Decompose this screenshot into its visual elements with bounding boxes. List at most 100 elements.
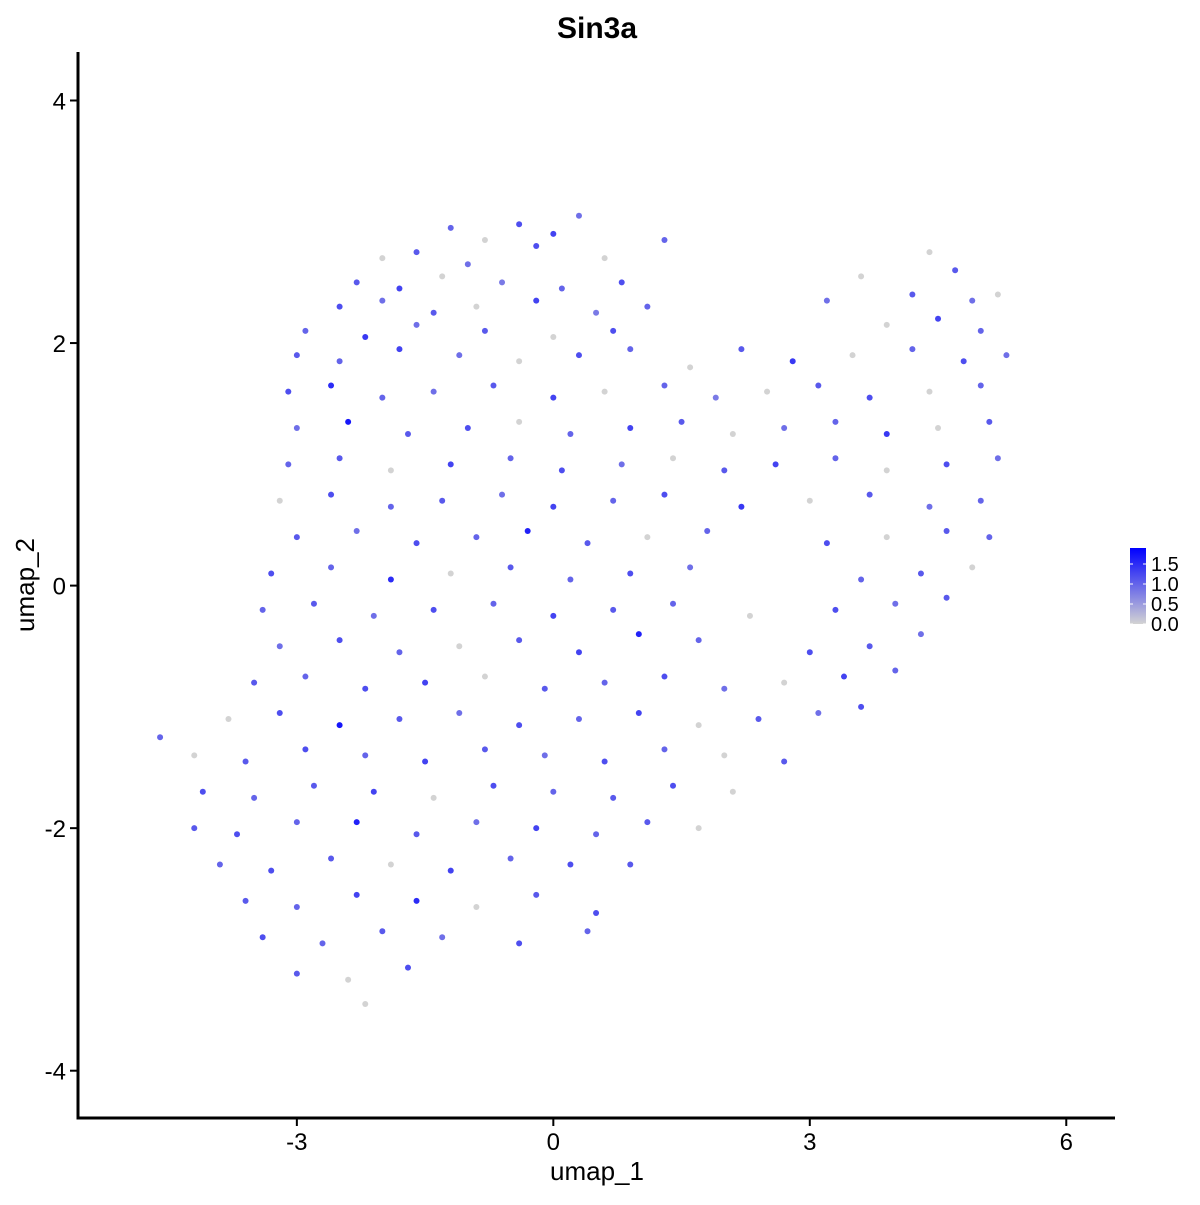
point	[413, 831, 420, 838]
point	[593, 831, 600, 838]
point	[670, 455, 677, 462]
point	[952, 267, 959, 274]
point	[413, 540, 420, 547]
point	[464, 261, 471, 268]
point	[661, 236, 668, 243]
point	[157, 734, 164, 741]
point	[387, 861, 394, 868]
colorbar-label: 1.5	[1151, 554, 1179, 576]
point	[396, 716, 403, 723]
point	[336, 303, 343, 310]
point	[772, 461, 779, 468]
point	[353, 891, 360, 898]
point	[550, 394, 557, 401]
point	[593, 309, 600, 316]
point	[883, 534, 890, 541]
point	[832, 455, 839, 462]
point	[251, 794, 258, 801]
point	[909, 291, 916, 298]
y-tick-label: -4	[45, 1059, 66, 1086]
point	[858, 273, 865, 280]
point	[883, 467, 890, 474]
point	[516, 358, 523, 365]
point	[610, 794, 617, 801]
x-tick-label: 0	[547, 1129, 560, 1156]
point	[328, 382, 335, 389]
point	[969, 297, 976, 304]
point	[960, 358, 967, 365]
point	[670, 782, 677, 789]
point	[610, 327, 617, 334]
point	[293, 424, 300, 431]
point	[362, 752, 369, 759]
point	[644, 534, 651, 541]
point	[695, 825, 702, 832]
point	[815, 709, 822, 716]
point	[755, 716, 762, 723]
point	[704, 528, 711, 535]
point	[404, 964, 411, 971]
point	[627, 424, 634, 431]
point	[687, 564, 694, 571]
point	[977, 327, 984, 334]
point	[387, 467, 394, 474]
point	[516, 221, 523, 228]
point	[935, 424, 942, 431]
point	[883, 321, 890, 328]
point	[866, 491, 873, 498]
point	[729, 431, 736, 438]
point	[533, 297, 540, 304]
point	[909, 346, 916, 353]
point	[584, 928, 591, 935]
point	[396, 649, 403, 656]
point	[832, 418, 839, 425]
point	[362, 333, 369, 340]
point	[695, 722, 702, 729]
point	[328, 491, 335, 498]
point	[473, 303, 480, 310]
point	[917, 570, 924, 577]
point	[490, 782, 497, 789]
point	[430, 794, 437, 801]
point	[191, 752, 198, 759]
point	[507, 564, 514, 571]
point	[456, 643, 463, 650]
point	[823, 540, 830, 547]
point	[259, 934, 266, 941]
point	[310, 600, 317, 607]
point	[746, 612, 753, 619]
point	[661, 673, 668, 680]
point	[926, 503, 933, 510]
x-axis-label: umap_1	[550, 1156, 644, 1186]
point	[627, 861, 634, 868]
point	[430, 309, 437, 316]
point	[618, 279, 625, 286]
point	[345, 976, 352, 983]
point	[712, 394, 719, 401]
point	[481, 746, 488, 753]
colorbar-label: 1.0	[1151, 574, 1179, 596]
point	[635, 709, 642, 716]
point	[507, 455, 514, 462]
point	[926, 388, 933, 395]
point	[721, 752, 728, 759]
point	[661, 491, 668, 498]
point	[225, 716, 232, 723]
point	[447, 867, 454, 874]
point	[268, 867, 275, 874]
point	[362, 685, 369, 692]
point	[387, 576, 394, 583]
point	[319, 940, 326, 947]
point	[370, 612, 377, 619]
point	[293, 903, 300, 910]
point	[977, 382, 984, 389]
point	[379, 928, 386, 935]
point	[336, 637, 343, 644]
point	[575, 212, 582, 219]
point	[541, 685, 548, 692]
point	[422, 758, 429, 765]
point	[328, 855, 335, 862]
point	[550, 503, 557, 510]
point	[764, 388, 771, 395]
point	[866, 643, 873, 650]
